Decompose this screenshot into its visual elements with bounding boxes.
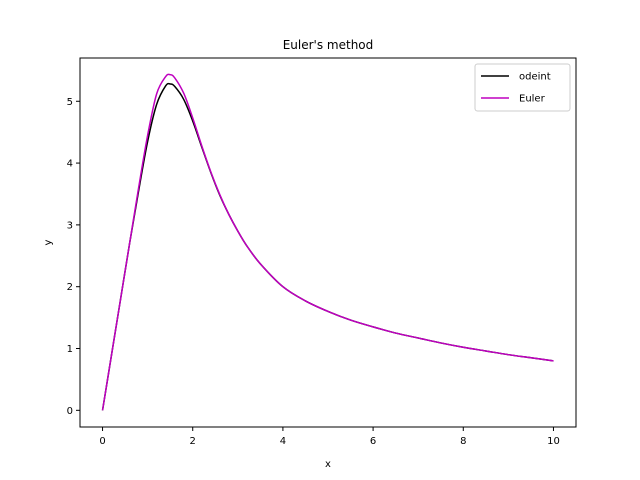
x-axis-ticks: 0 2 4 6 8 10 (99, 427, 560, 447)
x-tick-label: 6 (370, 436, 376, 447)
y-tick-label: 3 (67, 220, 73, 231)
y-tick-label: 0 (67, 406, 73, 417)
plot-layer (101, 73, 554, 411)
y-axis-ticks: 0 1 2 3 4 5 (67, 97, 80, 417)
x-tick-label: 0 (99, 436, 105, 447)
x-axis-label: x (325, 459, 331, 470)
y-tick-label: 2 (67, 282, 73, 293)
y-tick-label: 5 (67, 97, 73, 108)
x-tick-label: 2 (190, 436, 196, 447)
chart-title: Euler's method (283, 38, 374, 52)
legend-label-euler: Euler (519, 94, 546, 105)
y-tick-label: 4 (67, 159, 73, 170)
plot-frame (79, 57, 577, 428)
y-axis-label: y (43, 239, 54, 245)
x-tick-label: 8 (460, 436, 466, 447)
legend-label-odeint: odeint (519, 72, 551, 83)
y-tick-label: 1 (67, 344, 73, 355)
x-tick-label: 10 (547, 436, 560, 447)
x-tick-label: 4 (280, 436, 286, 447)
series-line-euler (101, 73, 554, 411)
legend: odeint Euler (474, 63, 571, 112)
